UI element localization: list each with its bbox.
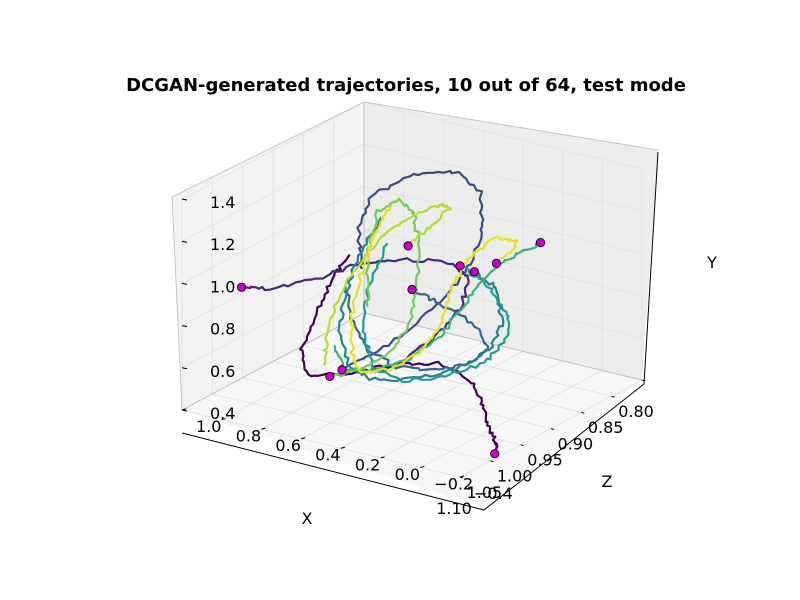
z-tick-label: 0.0 — [395, 465, 420, 484]
grid-line — [300, 341, 484, 440]
x-tick-label: 0.95 — [527, 451, 563, 470]
trajectory-line — [242, 257, 470, 374]
z-tick-label: 0.4 — [315, 446, 340, 465]
z-axis-line — [483, 383, 645, 511]
z-tick — [380, 456, 385, 459]
z-tick — [340, 446, 345, 449]
grid-line — [261, 331, 444, 430]
x-tick — [490, 460, 494, 463]
axis-lines — [181, 151, 659, 511]
x-tick — [520, 444, 524, 447]
grid-line — [363, 270, 643, 339]
x-tick-label: 1.10 — [436, 499, 472, 518]
trajectory-line — [343, 286, 490, 372]
x-tick-label: 0.85 — [588, 418, 624, 437]
grid-line — [181, 409, 461, 478]
grid-line — [380, 360, 563, 459]
grid-line — [303, 344, 582, 413]
axis-ticks: 0.800.850.900.951.001.051.10−0.4−0.2 0.0 0… — [181, 193, 654, 518]
trajectory-start-marker — [407, 284, 417, 295]
x-tick-label: 0.90 — [558, 434, 594, 453]
y-tick — [181, 409, 188, 412]
x-tick — [641, 379, 646, 382]
z-tick-label: −0.4 — [474, 484, 513, 503]
trajectory-start-marker — [491, 258, 501, 268]
y-tick — [181, 325, 188, 328]
z-tick — [420, 465, 425, 468]
z-tick — [301, 437, 306, 440]
trajectory-line — [349, 205, 519, 374]
y-tick-label: 1.4 — [210, 193, 235, 212]
trajectory-start-marker — [237, 282, 247, 292]
grid-line — [242, 377, 521, 446]
axes-3d: 0.800.850.900.951.001.051.10−0.4−0.2 0.0 0… — [171, 101, 659, 518]
x-tick-label: 0.80 — [618, 402, 654, 421]
y-axis-label: Y — [706, 253, 717, 272]
x-tick — [581, 411, 585, 414]
grid-line — [272, 361, 552, 429]
trajectory-line — [322, 203, 453, 366]
chart-title: DCGAN-generated trajectories, 10 out of … — [126, 75, 686, 96]
grid-line — [363, 101, 643, 170]
z-tick-label: 0.6 — [275, 436, 300, 455]
trajectory-start-marker — [469, 267, 479, 277]
z-tick-label: 0.8 — [236, 427, 261, 446]
trajectory-line — [329, 197, 421, 377]
grid-line — [181, 143, 365, 242]
z-tick — [221, 418, 226, 421]
y-tick — [181, 367, 188, 370]
y-tick-label: 0.6 — [210, 362, 235, 381]
trajectory-start-marker — [325, 371, 335, 381]
grid-line — [181, 228, 365, 326]
grid-line — [181, 186, 365, 284]
z-tick-label: −0.2 — [434, 474, 473, 493]
trajectory-start-marker — [337, 365, 347, 375]
y-tick-label: 1.0 — [210, 277, 235, 296]
grid-line — [363, 186, 643, 254]
trajectory-line — [361, 242, 511, 383]
x-tick-label: 1.00 — [497, 467, 533, 486]
grid-line — [221, 322, 404, 420]
grid-line — [340, 350, 524, 449]
z-tick-label: 0.2 — [355, 455, 380, 474]
pane-edges — [171, 101, 659, 411]
x-axis-label: X — [302, 509, 313, 528]
x-axis-line — [181, 432, 485, 511]
y-tick-label: 0.4 — [210, 404, 235, 423]
z-tick — [261, 427, 266, 430]
trajectory-start-marker — [490, 449, 500, 459]
x-tick-label: 1.05 — [467, 483, 503, 502]
y-axis-line — [643, 151, 659, 385]
x-tick — [550, 428, 555, 430]
trajectory-line — [337, 216, 505, 383]
trajectory-line — [333, 240, 540, 374]
x-tick — [611, 395, 615, 398]
z-tick — [459, 475, 465, 478]
grid-line — [181, 101, 365, 200]
start-markers — [237, 238, 546, 459]
trajectory-start-marker — [403, 241, 413, 251]
y-tick-label: 1.2 — [210, 235, 235, 254]
y-tick — [181, 282, 188, 285]
y-tick-label: 0.8 — [210, 320, 235, 339]
trajectory-start-marker — [535, 238, 546, 248]
grid-line — [181, 270, 365, 369]
trajectories — [242, 169, 540, 455]
y-tick — [181, 198, 188, 201]
grid-line — [212, 393, 491, 462]
z-tick-label: 1.0 — [196, 417, 221, 436]
grid-line — [420, 370, 603, 468]
y-tick — [181, 240, 188, 243]
grid-line — [363, 143, 643, 212]
trajectory-start-marker — [455, 261, 465, 271]
z-axis-label: Z — [602, 472, 613, 491]
